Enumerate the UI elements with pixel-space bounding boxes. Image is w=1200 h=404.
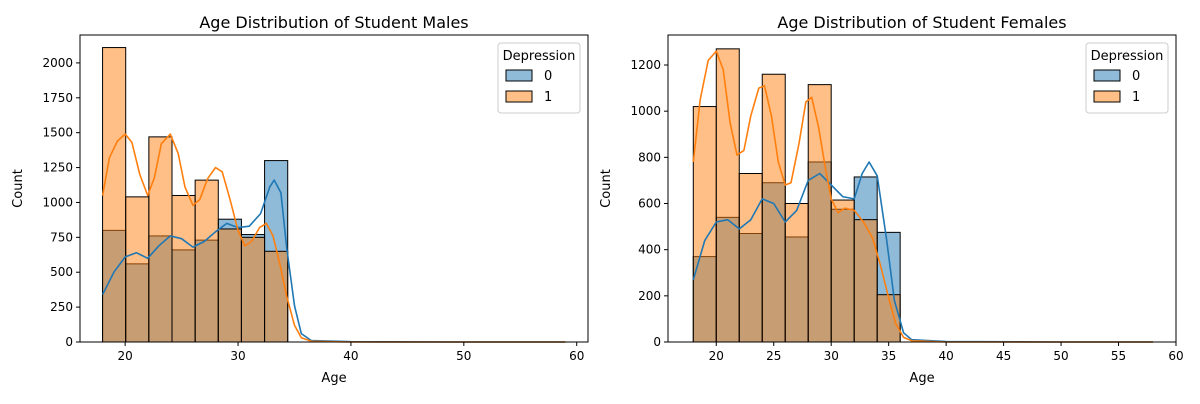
axes-frame (79, 34, 589, 343)
x-axis-label: Age (321, 371, 346, 386)
bar (807, 84, 832, 343)
axes-frame (667, 34, 1177, 343)
bar-series-1 (692, 48, 901, 343)
bar (217, 228, 242, 343)
x-tick-label: 20 (709, 349, 724, 363)
legend: Depression 0 1 (497, 42, 581, 114)
bar (171, 194, 196, 343)
y-tick-label: 0 (65, 335, 73, 349)
bar-series-1 (102, 47, 289, 343)
x-tick-label: 45 (996, 349, 1011, 363)
y-tick-label: 1250 (42, 161, 73, 175)
bar (830, 199, 855, 343)
legend-title: Depression (1091, 49, 1164, 64)
y-tick-label: 500 (50, 265, 73, 279)
legend-label: 0 (544, 69, 552, 84)
y-tick-label: 800 (638, 150, 661, 164)
x-tick-label: 55 (1111, 349, 1126, 363)
x-tick-label: 30 (230, 349, 245, 363)
bar (240, 236, 266, 343)
y-tick-label: 600 (638, 197, 661, 211)
bar (761, 73, 786, 343)
chart-title: Age Distribution of Student Females (777, 13, 1066, 32)
bar (692, 106, 717, 343)
bar (784, 203, 809, 343)
y-tick-label: 1750 (42, 91, 73, 105)
legend-label: 0 (1132, 69, 1140, 84)
bar (715, 48, 740, 343)
y-tick-label: 400 (638, 243, 661, 257)
legend-swatch (1093, 69, 1121, 82)
y-axis-label: Count (599, 169, 614, 208)
legend-title: Depression (503, 49, 576, 64)
y-tick-label: 750 (50, 230, 73, 244)
legend: Depression 0 1 (1085, 42, 1169, 114)
x-tick-label: 35 (881, 349, 896, 363)
kde-line-0 (692, 161, 1153, 343)
x-tick-label: 25 (766, 349, 781, 363)
x-tick-label: 50 (456, 349, 471, 363)
y-tick-label: 1000 (630, 104, 661, 118)
chart-panel-2: 20 25 30 35 40 45 50 55 60020040060080010001200A… (599, 13, 1184, 386)
bar (194, 179, 219, 343)
bar (853, 219, 878, 343)
y-axis-label: Count (11, 169, 26, 208)
bar (876, 294, 901, 343)
y-tick-label: 1000 (42, 195, 73, 209)
legend-swatch (505, 69, 533, 82)
x-tick-label: 60 (569, 349, 584, 363)
bar (148, 136, 173, 343)
legend-swatch (505, 90, 533, 103)
y-tick-label: 1500 (42, 126, 73, 140)
bar (102, 47, 127, 343)
chart-title: Age Distribution of Student Males (199, 13, 468, 32)
bar (125, 196, 150, 343)
x-tick-label: 40 (938, 349, 953, 363)
y-tick-label: 200 (638, 289, 661, 303)
y-tick-label: 1200 (630, 58, 661, 72)
bar (264, 250, 289, 343)
bar (738, 172, 763, 343)
chart-panel-1: 20 30 40 50 60 0 250 500 750 1000 1250 1500 1750 2000… (11, 13, 589, 386)
x-tick-label: 20 (118, 349, 133, 363)
kde-line-1 (101, 133, 566, 343)
x-tick-label: 30 (824, 349, 839, 363)
kde-line-1 (692, 50, 1153, 343)
x-axis-label: Age (909, 371, 934, 386)
legend-label: 1 (544, 90, 552, 105)
legend-label: 1 (1132, 90, 1140, 105)
legend-swatch (1093, 90, 1121, 103)
y-tick-label: 2000 (42, 56, 73, 70)
x-tick-label: 60 (1168, 349, 1183, 363)
x-tick-label: 40 (343, 349, 358, 363)
y-tick-label: 250 (50, 300, 73, 314)
y-tick-label: 0 (653, 335, 661, 349)
x-tick-label: 50 (1053, 349, 1068, 363)
